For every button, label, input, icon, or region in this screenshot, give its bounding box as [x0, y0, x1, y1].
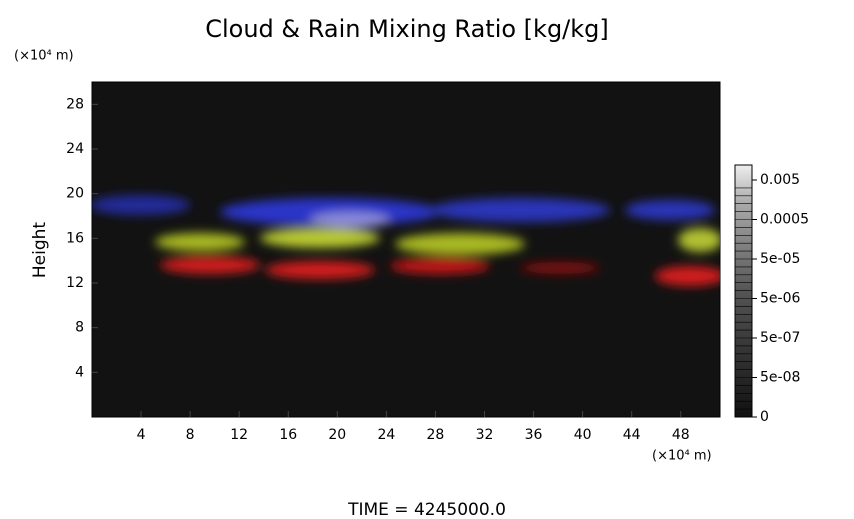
y-tick-label: 12	[66, 275, 84, 291]
x-tick-label: 24	[377, 427, 395, 443]
y-axis-label: Height	[30, 222, 50, 279]
x-tick-label: 48	[672, 427, 690, 443]
colorbar-tick-label: 0.005	[760, 172, 800, 188]
colorbar-tick-label: 5e-05	[760, 251, 800, 267]
x-tick-label: 16	[279, 427, 297, 443]
x-tick-label: 8	[186, 427, 195, 443]
cloud-field	[92, 195, 720, 286]
chart-title: Cloud & Rain Mixing Ratio [kg/kg]	[205, 15, 609, 43]
x-tick-label: 28	[427, 427, 445, 443]
colorbar	[734, 164, 753, 418]
y-tick-label: 4	[75, 364, 84, 380]
colorbar-tick-label: 5e-06	[760, 291, 800, 307]
x-tick-label: 20	[328, 427, 346, 443]
footer: TIME = 4245000.0	[347, 500, 506, 519]
colorbar-tick-label: 0.0005	[760, 212, 809, 228]
y-tick-label: 28	[66, 96, 84, 112]
y-unit: (×10⁴ m)	[14, 49, 74, 64]
x-unit: (×10⁴ m)	[652, 449, 712, 464]
colorbar-tick-label: 5e-07	[760, 330, 800, 346]
colorbar-tick-label: 5e-08	[760, 370, 800, 386]
colorbar-tick-label: 0	[760, 409, 769, 425]
y-tick-label: 16	[66, 230, 84, 246]
y-tick-label: 20	[66, 186, 84, 202]
y-tick-label: 8	[75, 320, 84, 336]
x-tick-label: 32	[476, 427, 494, 443]
y-tick-label: 24	[66, 141, 84, 157]
x-tick-label: 44	[623, 427, 641, 443]
x-tick-label: 12	[230, 427, 248, 443]
x-tick-label: 4	[137, 427, 146, 443]
x-tick-label: 36	[525, 427, 543, 443]
x-tick-label: 40	[574, 427, 592, 443]
